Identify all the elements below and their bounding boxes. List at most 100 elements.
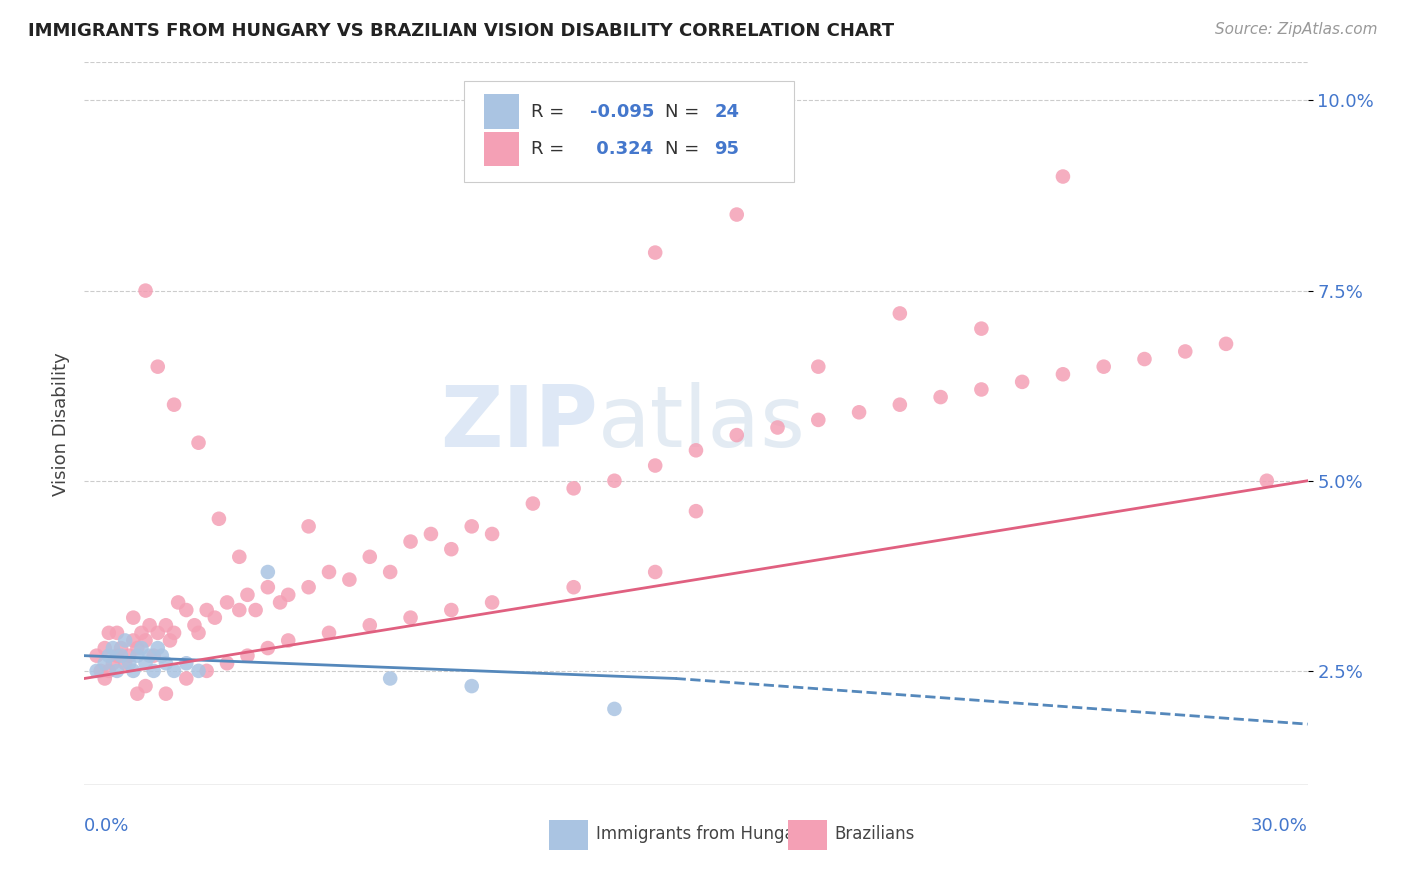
Text: 0.0%: 0.0%	[84, 817, 129, 836]
Text: Brazilians: Brazilians	[834, 825, 914, 843]
Point	[399, 610, 422, 624]
Point	[122, 633, 145, 648]
Point	[174, 657, 197, 671]
Point	[118, 648, 141, 663]
Text: Source: ZipAtlas.com: Source: ZipAtlas.com	[1215, 22, 1378, 37]
Point	[118, 657, 141, 671]
Point	[114, 657, 136, 671]
Text: Immigrants from Hungary: Immigrants from Hungary	[596, 825, 811, 843]
Point	[138, 648, 160, 663]
Point	[807, 359, 830, 374]
Point	[359, 618, 381, 632]
Point	[122, 610, 145, 624]
Point	[97, 648, 120, 663]
Point	[440, 542, 463, 557]
Text: IMMIGRANTS FROM HUNGARY VS BRAZILIAN VISION DISABILITY CORRELATION CHART: IMMIGRANTS FROM HUNGARY VS BRAZILIAN VIS…	[28, 22, 894, 40]
Point	[848, 405, 870, 419]
Point	[167, 595, 190, 609]
Point	[257, 565, 280, 579]
Point	[187, 625, 209, 640]
Text: 24: 24	[714, 103, 740, 120]
Point	[163, 625, 186, 640]
Point	[135, 657, 157, 671]
Point	[644, 458, 666, 473]
Text: 0.324: 0.324	[589, 140, 652, 158]
Point	[138, 618, 160, 632]
FancyBboxPatch shape	[550, 820, 588, 850]
Point	[217, 595, 239, 609]
Point	[97, 664, 120, 678]
Point	[1052, 169, 1074, 184]
Point	[159, 633, 181, 648]
Text: R =: R =	[531, 140, 569, 158]
Point	[318, 625, 340, 640]
Point	[562, 481, 585, 495]
Point	[339, 573, 361, 587]
Point	[195, 603, 218, 617]
Point	[150, 648, 173, 663]
Point	[105, 664, 128, 678]
Point	[1174, 344, 1197, 359]
Point	[127, 641, 149, 656]
Point	[929, 390, 952, 404]
Point	[101, 641, 124, 656]
Point	[142, 648, 165, 663]
Point	[277, 588, 299, 602]
Point	[1215, 336, 1237, 351]
Point	[228, 549, 250, 564]
Point	[228, 603, 250, 617]
Point	[522, 497, 544, 511]
FancyBboxPatch shape	[464, 80, 794, 182]
Point	[1133, 352, 1156, 367]
Point	[440, 603, 463, 617]
Point	[204, 610, 226, 624]
Point	[127, 687, 149, 701]
Point	[685, 443, 707, 458]
FancyBboxPatch shape	[787, 820, 827, 850]
Point	[174, 603, 197, 617]
Point	[399, 534, 422, 549]
Point	[110, 648, 132, 663]
Point	[101, 657, 124, 671]
Point	[135, 633, 157, 648]
Point	[807, 413, 830, 427]
Text: 30.0%: 30.0%	[1251, 817, 1308, 836]
Point	[236, 648, 259, 663]
Point	[461, 679, 484, 693]
FancyBboxPatch shape	[484, 132, 519, 167]
Point	[380, 672, 402, 686]
Point	[298, 519, 321, 533]
Point	[93, 672, 115, 686]
Text: atlas: atlas	[598, 382, 806, 466]
Text: N =: N =	[665, 140, 706, 158]
Point	[114, 633, 136, 648]
Point	[1052, 368, 1074, 382]
Point	[1092, 359, 1115, 374]
Point	[155, 687, 177, 701]
Point	[603, 474, 626, 488]
Point	[187, 435, 209, 450]
Text: N =: N =	[665, 103, 706, 120]
Point	[187, 664, 209, 678]
Point	[461, 519, 484, 533]
Point	[380, 565, 402, 579]
Point	[93, 657, 115, 671]
Point	[1011, 375, 1033, 389]
Point	[277, 633, 299, 648]
Point	[481, 595, 503, 609]
Point	[208, 512, 231, 526]
Point	[644, 245, 666, 260]
Point	[93, 641, 115, 656]
Point	[146, 641, 169, 656]
Point	[90, 664, 112, 678]
Point	[146, 625, 169, 640]
Point	[970, 321, 993, 335]
Point	[359, 549, 381, 564]
Point	[135, 284, 157, 298]
Point	[970, 383, 993, 397]
Point	[562, 580, 585, 594]
Point	[122, 664, 145, 678]
Point	[257, 580, 280, 594]
Point	[131, 625, 153, 640]
Point	[685, 504, 707, 518]
